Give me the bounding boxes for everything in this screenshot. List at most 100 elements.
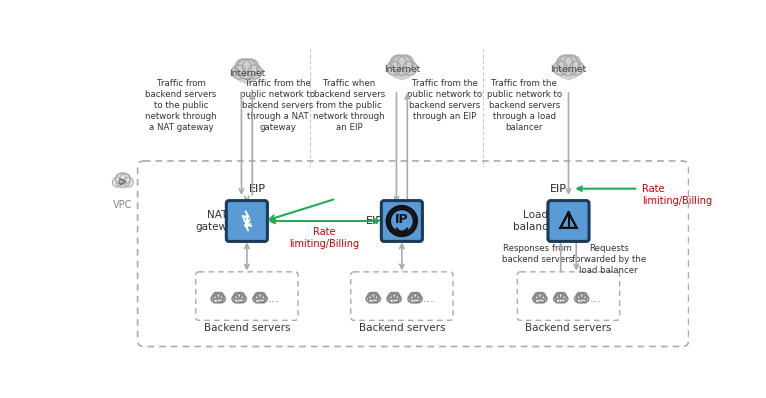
Circle shape [559,293,566,300]
Circle shape [235,59,251,75]
Circle shape [368,293,375,300]
Circle shape [394,65,408,78]
Circle shape [582,300,586,304]
Circle shape [537,299,542,305]
FancyBboxPatch shape [214,299,223,303]
Circle shape [569,61,584,75]
Text: Rate
limiting/Billing: Rate limiting/Billing [642,184,712,206]
Text: Rate
limiting/Billing: Rate limiting/Billing [290,227,359,249]
Circle shape [113,177,123,187]
Circle shape [255,293,265,302]
Circle shape [559,227,561,229]
Circle shape [232,296,238,302]
Circle shape [241,72,253,84]
Circle shape [387,61,401,75]
Circle shape [213,293,220,300]
Text: EIP: EIP [366,216,383,226]
Text: NAT
gateway: NAT gateway [195,210,240,232]
Circle shape [562,68,574,80]
Circle shape [410,293,417,300]
Circle shape [580,293,587,300]
Text: Load
balancer: Load balancer [513,210,558,232]
Circle shape [240,300,244,304]
Circle shape [553,61,568,75]
FancyBboxPatch shape [556,299,565,303]
Circle shape [411,300,414,304]
Text: ...: ... [590,291,601,304]
Circle shape [374,300,378,304]
Circle shape [260,296,267,302]
Circle shape [123,177,133,187]
Circle shape [398,64,411,77]
Circle shape [232,65,246,79]
Circle shape [561,296,568,302]
Circle shape [568,227,570,229]
Circle shape [564,64,577,77]
Circle shape [116,174,126,184]
Circle shape [119,174,130,184]
Circle shape [372,300,373,302]
Circle shape [219,296,225,302]
Circle shape [368,293,378,302]
Circle shape [390,55,406,71]
Circle shape [214,293,223,302]
FancyBboxPatch shape [368,299,378,303]
Circle shape [234,293,244,302]
Circle shape [535,293,542,300]
Circle shape [391,299,397,305]
Circle shape [398,55,414,71]
Text: ...: ... [423,291,435,304]
Circle shape [215,299,221,305]
Circle shape [117,183,123,189]
FancyBboxPatch shape [234,299,244,303]
FancyBboxPatch shape [226,201,267,242]
Circle shape [248,65,262,79]
Text: Traffic when
backend servers
from the public
network through
an EIP: Traffic when backend servers from the pu… [313,78,385,132]
Circle shape [234,293,241,300]
Circle shape [247,74,257,82]
Text: IP: IP [395,213,409,226]
Circle shape [561,300,565,304]
Circle shape [403,61,417,75]
Circle shape [243,68,255,81]
Circle shape [557,55,573,71]
Circle shape [533,296,539,302]
Circle shape [556,293,565,302]
Circle shape [408,296,414,302]
Circle shape [256,300,260,304]
Text: Backend servers: Backend servers [525,324,612,334]
Circle shape [243,59,259,75]
Text: Traffic from
backend servers
to the public
network through
a NAT gateway: Traffic from backend servers to the publ… [146,78,217,132]
Circle shape [387,207,417,236]
Circle shape [253,296,260,302]
Circle shape [389,293,399,302]
Circle shape [211,296,218,302]
Circle shape [574,296,581,302]
Circle shape [413,293,421,300]
Circle shape [556,300,560,304]
Circle shape [558,299,564,305]
Circle shape [555,293,562,300]
Text: Internet: Internet [384,64,420,74]
Circle shape [554,296,560,302]
FancyBboxPatch shape [577,299,586,303]
Circle shape [394,296,401,302]
Circle shape [240,68,252,82]
Circle shape [568,211,570,213]
FancyBboxPatch shape [381,201,422,242]
Circle shape [116,173,130,187]
Circle shape [559,300,560,302]
Circle shape [579,299,584,305]
Text: Traffic from the
public network to
backend servers
through a NAT
gateway: Traffic from the public network to backe… [241,78,316,132]
Circle shape [392,70,401,78]
Circle shape [237,59,257,79]
Circle shape [219,300,223,304]
Circle shape [561,65,574,78]
Circle shape [390,209,414,233]
Circle shape [371,299,376,305]
Text: Backend servers: Backend servers [358,324,445,334]
Circle shape [394,300,398,304]
Circle shape [387,296,394,302]
Circle shape [411,293,420,302]
Circle shape [582,296,589,302]
